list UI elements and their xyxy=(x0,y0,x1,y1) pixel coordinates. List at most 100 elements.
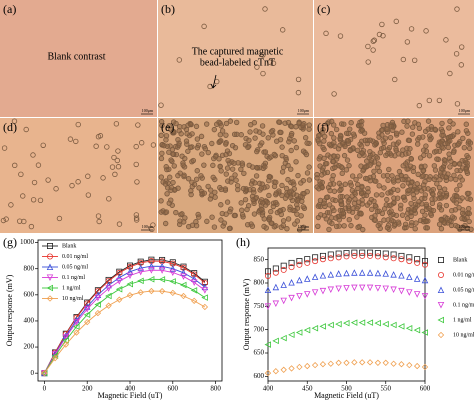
bead xyxy=(198,173,204,179)
bead xyxy=(226,225,233,232)
scale-bar-label: 100μm xyxy=(298,108,310,113)
bead xyxy=(270,203,277,210)
bead xyxy=(288,147,294,154)
marker xyxy=(327,286,335,294)
marker xyxy=(374,319,381,327)
bead xyxy=(388,152,395,158)
bead xyxy=(370,38,376,44)
bead xyxy=(327,187,333,194)
marker xyxy=(158,276,166,283)
marker xyxy=(264,341,272,348)
bead xyxy=(218,168,224,174)
marker xyxy=(280,334,287,342)
bead xyxy=(321,155,327,162)
bead xyxy=(351,200,358,206)
bead xyxy=(133,215,140,221)
bead xyxy=(326,226,332,233)
bead xyxy=(193,123,200,130)
bead xyxy=(464,168,470,175)
x-tick-label: 0 xyxy=(43,385,47,393)
bead xyxy=(430,191,436,198)
bead xyxy=(408,179,415,186)
bead xyxy=(329,220,335,227)
marker xyxy=(405,325,413,332)
bead xyxy=(447,138,453,144)
bead xyxy=(432,167,439,173)
y-axis-title: Output response (mV) xyxy=(242,278,251,350)
marker xyxy=(272,368,280,375)
bead xyxy=(439,120,445,127)
bead xyxy=(212,153,219,160)
marker xyxy=(351,269,358,276)
y-tick-label: 400 xyxy=(24,317,35,325)
marker xyxy=(312,254,319,261)
bead xyxy=(420,147,427,153)
legend-label: 1 ng/ml xyxy=(62,285,81,291)
bead xyxy=(458,44,465,50)
bead xyxy=(31,179,38,186)
bead xyxy=(328,130,335,137)
bead xyxy=(268,154,274,160)
bead xyxy=(414,141,421,147)
bead xyxy=(274,138,280,144)
marker xyxy=(180,273,187,280)
bead xyxy=(413,220,419,226)
bead xyxy=(30,152,36,158)
bead xyxy=(448,158,454,164)
bead xyxy=(422,178,428,185)
bead xyxy=(371,37,378,43)
bead xyxy=(295,89,302,96)
marker xyxy=(406,273,413,280)
x-tick-label: 500 xyxy=(341,385,352,393)
bead xyxy=(185,148,191,154)
marker xyxy=(295,329,303,336)
bead xyxy=(379,210,386,217)
bead xyxy=(261,223,267,230)
marker xyxy=(414,259,421,266)
marker xyxy=(414,256,421,263)
legend-marker xyxy=(46,263,54,271)
bead xyxy=(253,128,259,134)
bead xyxy=(252,180,258,186)
bead xyxy=(434,156,440,162)
bead xyxy=(232,144,239,151)
bead xyxy=(184,131,190,137)
bead xyxy=(253,194,260,201)
bead xyxy=(205,149,211,156)
bead xyxy=(164,191,170,197)
bead xyxy=(331,91,337,97)
bead xyxy=(133,217,140,223)
marker xyxy=(280,262,287,269)
bead xyxy=(427,136,433,143)
bead xyxy=(314,171,320,178)
bead xyxy=(244,206,250,213)
marker xyxy=(366,319,374,326)
bead xyxy=(379,132,385,138)
marker xyxy=(180,269,187,276)
bead xyxy=(384,196,390,203)
marker xyxy=(406,289,413,296)
bead xyxy=(460,135,466,142)
bead xyxy=(367,148,373,155)
bead xyxy=(247,186,253,193)
marker xyxy=(413,291,421,298)
bead xyxy=(23,126,29,133)
bead xyxy=(385,217,391,223)
bead xyxy=(354,214,360,220)
panel-label: (b) xyxy=(161,2,175,16)
bead xyxy=(273,199,279,206)
line xyxy=(44,278,206,374)
bead xyxy=(159,150,165,157)
bead xyxy=(212,194,218,200)
bead xyxy=(325,152,331,158)
bead xyxy=(175,172,181,179)
bead xyxy=(104,144,110,150)
bead xyxy=(162,220,169,227)
bead xyxy=(460,207,466,213)
bead xyxy=(354,147,361,153)
bead xyxy=(434,181,440,187)
bead xyxy=(234,182,241,189)
bead xyxy=(370,173,377,180)
chart: (g) Magnetic Field (uT) Output response (m… xyxy=(3,235,223,400)
bead xyxy=(447,118,453,124)
